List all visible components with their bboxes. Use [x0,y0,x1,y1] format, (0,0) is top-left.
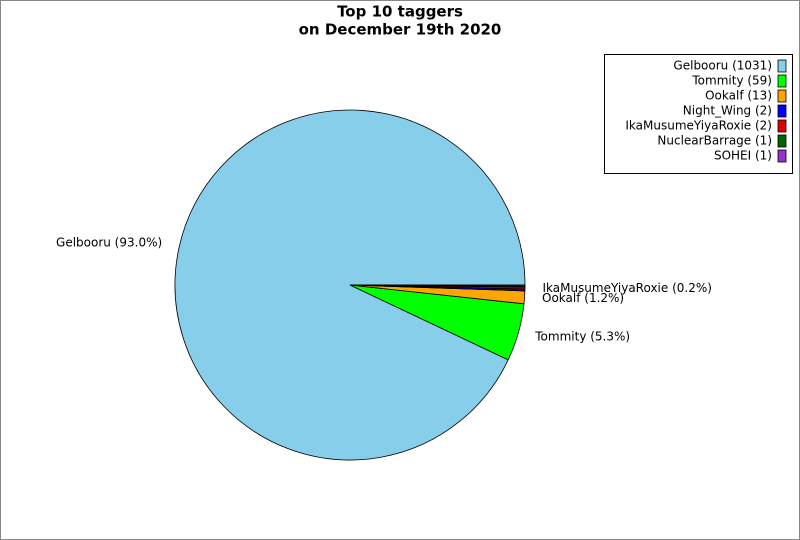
legend-label: Gelbooru (1031) [673,59,772,73]
legend-label: Night_Wing (2) [683,104,772,118]
legend-box [604,54,793,174]
legend-swatch [777,89,787,103]
chart-title: on December 19th 2020 [299,21,502,39]
legend-label: SOHEI (1) [714,149,772,163]
legend-swatch [777,119,787,133]
legend-swatch [777,104,787,118]
slice-label: Gelbooru (93.0%) [56,235,162,249]
legend-label: Tommity (59) [691,74,772,88]
legend-label: IkaMusumeYiyaRoxie (2) [625,119,772,133]
slice-label: Ookalf (1.2%) [542,291,624,305]
legend-swatch [777,149,787,163]
legend-swatch [777,74,787,88]
slice-label: IkaMusumeYiyaRoxie (0.2%) [542,281,711,295]
legend-swatch [777,59,787,73]
legend-swatch [777,134,787,148]
chart-title: Top 10 taggers [337,3,463,21]
legend-label: Ookalf (13) [705,89,772,103]
pie-slice [349,284,526,287]
slice-label: Tommity (5.3%) [534,330,630,344]
legend-label: NuclearBarrage (1) [657,134,772,148]
